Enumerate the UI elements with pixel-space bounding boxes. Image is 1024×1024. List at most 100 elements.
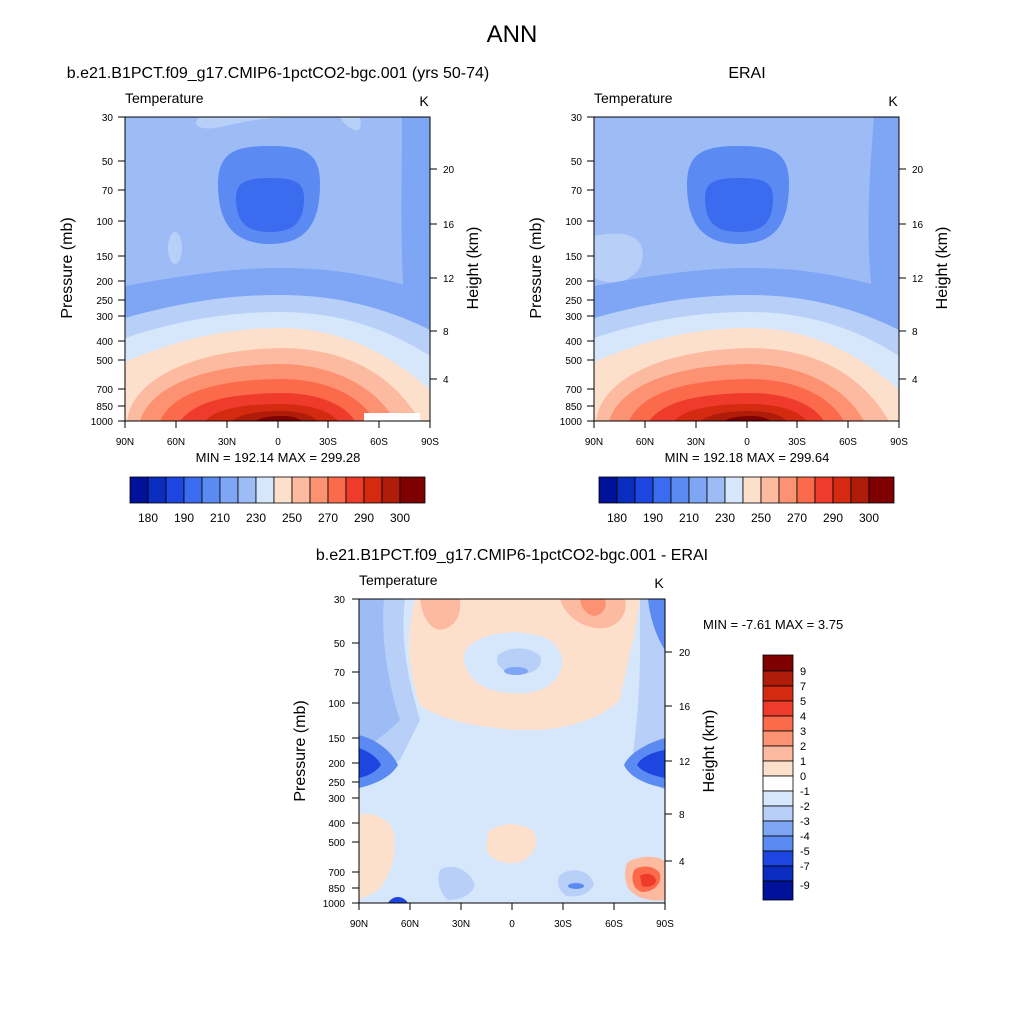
y-tick-label: 30 xyxy=(102,113,114,124)
colorbar-box xyxy=(762,745,794,762)
contour-band xyxy=(388,896,408,903)
colorbar-label: 230 xyxy=(715,511,735,525)
y-tick-label: 300 xyxy=(328,794,345,805)
panel-model-x-axis: 90N 60N 30N 0 30S 60S 90S xyxy=(116,421,439,448)
colorbar-box xyxy=(762,850,794,867)
panel-model-variable: Temperature xyxy=(125,90,204,106)
y-tick-label: 400 xyxy=(328,819,345,830)
colorbar-label: 190 xyxy=(174,511,194,525)
colorbar-box xyxy=(706,476,726,504)
colorbar-label: 1 xyxy=(800,756,806,768)
colorbar-box xyxy=(273,476,293,504)
colorbar-label: 0 xyxy=(800,771,806,783)
colorbar-label: 300 xyxy=(390,511,410,525)
colorbar-label: 9 xyxy=(800,666,806,678)
colorbar-box xyxy=(255,476,275,504)
colorbar-box xyxy=(309,476,329,504)
y-tick-label: 70 xyxy=(334,668,346,679)
contour-band xyxy=(359,814,395,900)
colorbar-box xyxy=(724,476,744,504)
y2-tick-label: 20 xyxy=(679,648,691,659)
x-tick-label: 60N xyxy=(167,437,185,448)
panel-model-field xyxy=(125,117,430,421)
y-tick-marks xyxy=(352,598,359,904)
panel-obs-y-axis: 30 50 70 100 150 200 250 300 400 500 700… xyxy=(560,113,594,428)
colorbar-box xyxy=(634,476,654,504)
y-tick-label: 100 xyxy=(96,217,113,228)
colorbar-label: 300 xyxy=(859,511,879,525)
contour-band xyxy=(640,873,656,887)
contour-band xyxy=(496,648,541,675)
colorbar-label: -3 xyxy=(800,816,810,828)
y-tick-label: 400 xyxy=(96,337,113,348)
colorbar-box xyxy=(778,476,798,504)
colorbar-label: 180 xyxy=(138,511,158,525)
y2-tick-label: 12 xyxy=(443,274,455,285)
y2-tick-label: 4 xyxy=(912,375,918,386)
colorbar-box xyxy=(345,476,365,504)
colorbar-label: 210 xyxy=(210,511,230,525)
colorbar-label: -1 xyxy=(800,786,810,798)
y2-tick-marks xyxy=(430,168,437,380)
colorbar-box xyxy=(363,476,383,504)
colorbar-box xyxy=(762,700,794,717)
y2-tick-label: 8 xyxy=(679,810,685,821)
colorbar-box xyxy=(219,476,239,504)
contour-band xyxy=(168,232,182,264)
x-tick-label: 90N xyxy=(350,919,368,930)
y-tick-label: 500 xyxy=(328,838,345,849)
panel-diff-x-axis: 90N 60N 30N 0 30S 60S 90S xyxy=(350,903,674,930)
colorbar-box xyxy=(762,790,794,807)
colorbar-box xyxy=(616,476,636,504)
page-title: ANN xyxy=(487,21,538,48)
colorbar-box xyxy=(399,476,426,504)
colorbar-label: 290 xyxy=(354,511,374,525)
colorbar-box xyxy=(381,476,401,504)
colorbar-label: 250 xyxy=(751,511,771,525)
y-tick-label: 300 xyxy=(565,312,582,323)
contour-band xyxy=(594,233,643,283)
panel-model-stats: MIN = 192.14 MAX = 299.28 xyxy=(196,450,361,465)
y-tick-label: 250 xyxy=(565,296,582,307)
y2-tick-label: 12 xyxy=(679,757,691,768)
colorbar-box xyxy=(237,476,257,504)
y-tick-marks xyxy=(118,116,125,422)
colorbar-box xyxy=(762,775,794,792)
x-tick-marks xyxy=(358,903,666,910)
y-tick-label: 100 xyxy=(565,217,582,228)
colorbar-box xyxy=(762,715,794,732)
contour-band xyxy=(568,883,584,889)
x-tick-label: 60S xyxy=(370,437,388,448)
y-tick-label: 500 xyxy=(96,356,113,367)
y-tick-label: 100 xyxy=(328,699,345,710)
x-tick-label: 60N xyxy=(636,437,654,448)
y2-tick-label: 8 xyxy=(912,327,918,338)
panel-diff-field xyxy=(359,599,665,903)
y-tick-label: 200 xyxy=(328,759,345,770)
y2-tick-marks xyxy=(899,168,906,380)
colorbar-label: 210 xyxy=(679,511,699,525)
contour-band xyxy=(637,750,665,778)
panel-obs-units: K xyxy=(888,93,898,109)
panel-model-ylabel: Pressure (mb) xyxy=(59,217,76,318)
colorbar-box xyxy=(796,476,816,504)
x-tick-label: 90S xyxy=(656,919,674,930)
panel-obs: ERAI Temperature K Pressure (mb) Height … xyxy=(528,65,951,525)
colorbar-box xyxy=(165,476,185,504)
x-tick-label: 60S xyxy=(839,437,857,448)
panel-diff-y2label: Height (km) xyxy=(701,710,718,793)
x-tick-label: 30S xyxy=(554,919,572,930)
y2-tick-label: 20 xyxy=(912,165,924,176)
colorbar-label: 180 xyxy=(607,511,627,525)
y-tick-label: 250 xyxy=(96,296,113,307)
y-tick-label: 30 xyxy=(334,595,346,606)
colorbar-label: -2 xyxy=(800,801,810,813)
y-tick-label: 30 xyxy=(571,113,583,124)
colorbar-label: 270 xyxy=(318,511,338,525)
colorbar-label: 5 xyxy=(800,696,806,708)
contour-band xyxy=(401,117,430,306)
y-tick-label: 700 xyxy=(328,868,345,879)
colorbar-box xyxy=(327,476,347,504)
y-tick-label: 400 xyxy=(565,337,582,348)
y-tick-label: 850 xyxy=(328,884,345,895)
